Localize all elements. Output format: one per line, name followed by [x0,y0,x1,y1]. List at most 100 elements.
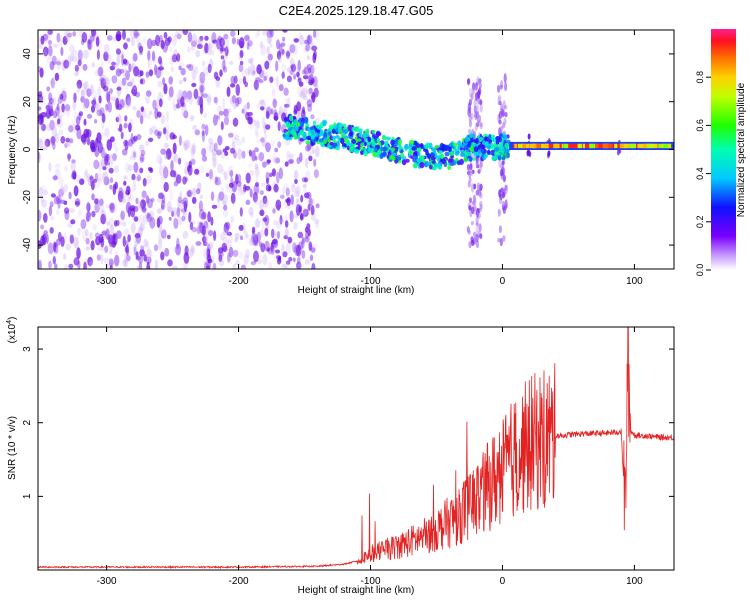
noise-blob [44,139,49,150]
noise-blob [181,105,187,117]
noise-blob [172,170,177,177]
noise-blob [277,111,281,116]
noise-blob [293,109,298,115]
noise-blob [133,161,139,173]
trace-blob [293,119,298,126]
noise-blob [109,224,115,235]
noise-blob [308,197,313,207]
stripe-blob [475,160,479,167]
noise-blob [109,65,116,71]
noise-blob [86,215,90,223]
stripe-blob [468,168,472,178]
noise-blob [40,185,46,192]
noise-blob [139,249,145,257]
noise-blob [157,80,163,88]
trace-blob [469,146,474,153]
noise-blob [63,253,67,260]
noise-blob [107,101,112,113]
stripe-blob [498,119,502,125]
noise-blob [272,219,278,226]
noise-blob [60,46,64,57]
noise-blob [233,104,237,110]
trace-blob [321,119,328,125]
trace-blob [449,161,455,167]
stripe-blob [466,164,470,171]
stripe-blob [468,120,472,128]
noise-blob [201,130,205,143]
noise-blob [77,49,83,61]
colorbar-tick-label: 0.0 [695,264,705,277]
noise-blob [117,113,121,123]
trace-blob [432,165,437,171]
noise-blob [279,194,285,199]
stripe-blob [501,109,505,118]
noise-blob [310,247,316,253]
noise-blob [154,107,159,120]
trace-blob [452,142,458,148]
noise-blob [58,176,64,188]
trace-blob [425,160,430,167]
noise-blob [281,243,285,254]
noise-blob [40,111,47,118]
x-tick-label: -300 [97,276,117,287]
noise-blob [60,236,65,247]
noise-blob [180,67,186,76]
stripe-blob [498,100,502,106]
trace-blob [468,156,473,162]
noise-blob [284,161,289,167]
noise-blob [107,153,114,165]
noise-blob [254,125,258,137]
trace-blob [460,152,465,158]
noise-blob [59,186,65,198]
trace-blob [438,165,443,170]
noise-blob [146,213,152,223]
noise-blob [64,142,68,149]
noise-blob [86,113,93,119]
trace-blob [488,133,492,140]
noise-blob [285,187,290,197]
noise-blob [284,103,290,108]
stripe-blob [477,212,481,219]
noise-blob [150,125,157,135]
stripe-blob [502,206,506,214]
noise-blob [191,196,197,204]
stripe-blob [499,237,503,247]
noise-blob [222,97,226,110]
noise-blob [72,100,77,111]
noise-blob [177,98,181,105]
noise-blob [214,176,218,186]
noise-blob [43,49,48,59]
noise-blob [247,58,252,64]
noise-blob [40,35,45,45]
noise-blob [187,165,191,173]
noise-blob [122,188,128,199]
noise-blob [71,170,77,180]
trace-blob [454,150,460,157]
noise-blob [111,75,118,84]
snr-marks [38,327,674,570]
noise-blob [239,50,244,59]
noise-blob [252,192,258,203]
noise-blob [140,223,145,232]
noise-blob [45,123,52,131]
noise-blob [94,198,99,205]
trace-blob [506,152,510,159]
noise-blob [117,190,124,203]
noise-blob [136,110,141,118]
noise-blob [169,188,174,201]
noise-blob [184,139,190,150]
trace-blob [335,146,341,151]
noise-blob [85,246,91,251]
y-tick-label: -20 [22,190,33,205]
noise-blob [191,69,197,81]
noise-blob [68,125,74,133]
noise-blob [56,118,61,125]
noise-blob [243,254,249,265]
noise-blob [228,246,234,258]
noise-blob [95,102,100,113]
noise-blob [296,71,300,78]
noise-blob [103,85,109,92]
stripe-blob [474,122,478,132]
noise-blob [125,244,130,256]
noise-blob [112,233,116,245]
